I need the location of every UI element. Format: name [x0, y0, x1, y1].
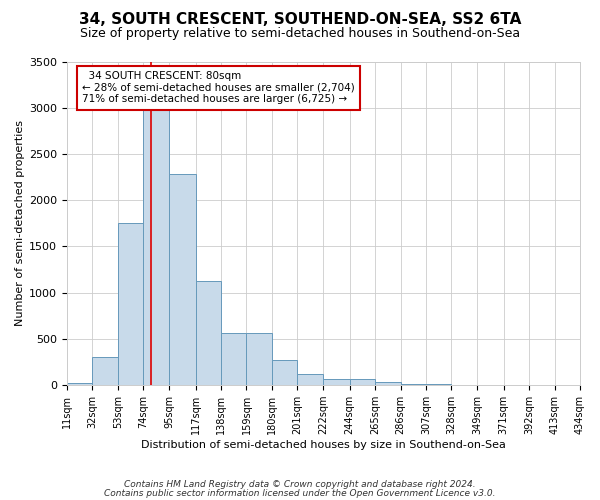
Bar: [323, 379, 350, 385]
Bar: [298, 374, 323, 385]
Text: Contains HM Land Registry data © Crown copyright and database right 2024.: Contains HM Land Registry data © Crown c…: [124, 480, 476, 489]
Bar: [375, 382, 401, 385]
Y-axis label: Number of semi-detached properties: Number of semi-detached properties: [15, 120, 25, 326]
Bar: [350, 379, 375, 385]
Bar: [169, 174, 196, 385]
Text: 34, SOUTH CRESCENT, SOUTHEND-ON-SEA, SS2 6TA: 34, SOUTH CRESCENT, SOUTHEND-ON-SEA, SS2…: [79, 12, 521, 28]
Text: Size of property relative to semi-detached houses in Southend-on-Sea: Size of property relative to semi-detach…: [80, 28, 520, 40]
Text: Contains public sector information licensed under the Open Government Licence v3: Contains public sector information licen…: [104, 488, 496, 498]
Bar: [92, 358, 118, 385]
Bar: [196, 280, 221, 385]
Bar: [221, 332, 247, 385]
Bar: [247, 334, 272, 385]
Bar: [272, 360, 298, 385]
Bar: [143, 108, 169, 385]
Bar: [118, 224, 143, 385]
Bar: [67, 384, 92, 385]
Text: 34 SOUTH CRESCENT: 80sqm
← 28% of semi-detached houses are smaller (2,704)
71% o: 34 SOUTH CRESCENT: 80sqm ← 28% of semi-d…: [82, 71, 355, 104]
Bar: [401, 384, 426, 385]
Bar: [426, 384, 451, 385]
X-axis label: Distribution of semi-detached houses by size in Southend-on-Sea: Distribution of semi-detached houses by …: [141, 440, 506, 450]
